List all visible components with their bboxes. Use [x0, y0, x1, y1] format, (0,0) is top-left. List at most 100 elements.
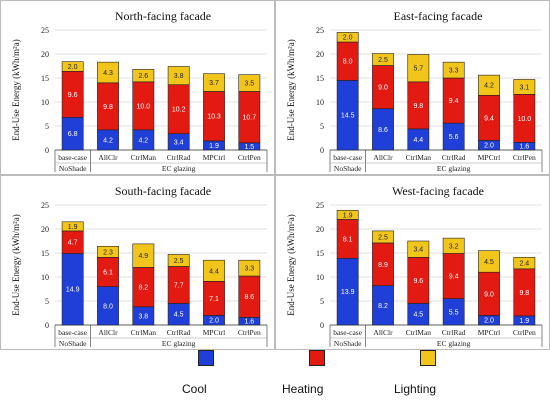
y-tick-label: 15	[41, 74, 49, 83]
data-label-heating: 7.1	[209, 296, 219, 303]
x-tick-label: MPCtrl	[478, 153, 501, 162]
legend-swatch-lighting	[420, 350, 436, 366]
x-tick-label: AllClr	[98, 153, 118, 162]
x-tick-label: CtrlMan	[131, 153, 157, 162]
data-label-cool: 2.0	[484, 318, 494, 325]
data-label-cool: 8.6	[378, 127, 388, 134]
x-tick-label: MPCtrl	[203, 328, 226, 337]
y-tick-label: 5	[320, 122, 324, 131]
bar-lighting-base-case	[336, 32, 359, 43]
y-tick-label: 15	[316, 249, 324, 258]
data-label-lighting: 3.7	[209, 80, 219, 87]
data-label-heating: 10.2	[172, 107, 186, 114]
data-label-cool: 8.0	[103, 303, 113, 310]
y-axis-label: End-Use Energy (kWh/m²a)	[286, 39, 296, 141]
data-label-lighting: 4.9	[138, 253, 148, 260]
y-tick-label: 25	[41, 26, 49, 35]
data-label-heating: 8.2	[138, 285, 148, 292]
data-label-lighting: 1.9	[68, 224, 78, 231]
y-tick-label: 25	[316, 26, 324, 35]
group-label-ec-glazing: EC glazing	[162, 339, 196, 348]
y-tick-label: 10	[316, 273, 324, 282]
data-label-lighting: 4.5	[484, 259, 494, 266]
data-label-lighting: 4.2	[484, 83, 494, 90]
y-tick-label: 10	[41, 273, 49, 282]
data-label-heating: 8.0	[343, 59, 353, 66]
bar-lighting-mpctrl	[203, 73, 225, 92]
data-label-cool: 4.2	[138, 137, 148, 144]
legend: Cool Heating Lighting	[0, 350, 550, 401]
data-label-heating: 8.9	[378, 262, 388, 269]
x-tick-label: MPCtrl	[478, 328, 501, 337]
group-label-ec-glazing: EC glazing	[437, 164, 471, 173]
data-label-heating: 9.4	[449, 274, 459, 281]
y-tick-label: 0	[320, 321, 324, 330]
chart-west-facing: 0 5 10 15 20 25 West-facing facade End-Use Ener…	[275, 175, 550, 350]
legend-label-lighting: Lighting	[394, 382, 437, 396]
data-label-heating: 9.4	[484, 115, 494, 122]
y-tick-label: 20	[316, 50, 324, 59]
data-label-heating: 10.3	[207, 114, 221, 121]
data-label-heating: 10.0	[518, 116, 532, 123]
x-tick-label: CtrlMan	[406, 153, 432, 162]
legend-label-heating: Heating	[282, 382, 324, 396]
y-tick-label: 25	[316, 201, 324, 210]
y-tick-label: 25	[41, 201, 49, 210]
x-tick-label: CtrlRad	[167, 328, 191, 337]
legend-swatch-heating	[309, 350, 325, 366]
data-label-cool: 2.0	[484, 143, 494, 150]
chart-title: North-facing facade	[115, 9, 211, 23]
legend-swatch-cool	[198, 350, 214, 366]
chart-south-facing: 0 5 10 15 20 25 South-facing facade End-Use Ene…	[0, 175, 275, 350]
x-tick-label: AllClr	[98, 328, 118, 337]
chart-north-facing: 0 5 10 15 20 25 North-facing facade End-Use Ene…	[0, 0, 275, 175]
bar-lighting-ctrlman	[407, 240, 430, 258]
bar-lighting-ctrlman	[132, 69, 155, 83]
bar-lighting-mpctrl	[478, 250, 500, 273]
bar-lighting-base-case	[61, 61, 84, 72]
data-label-heating: 9.8	[103, 104, 113, 111]
x-tick-label: CtrlPen	[238, 328, 261, 337]
group-label-noshade: NoShade	[59, 339, 87, 348]
bar-lighting-ctrlman	[407, 54, 430, 83]
legend-label-cool: Cool	[182, 382, 207, 396]
data-label-lighting: 3.3	[244, 266, 254, 273]
bar-lighting-ctrlpen	[513, 79, 536, 95]
x-tick-label: MPCtrl	[203, 153, 226, 162]
chart-title: West-facing facade	[392, 184, 484, 198]
data-label-lighting: 2.5	[378, 234, 388, 241]
data-label-lighting: 2.6	[138, 73, 148, 80]
data-label-lighting: 2.5	[378, 57, 388, 64]
bar-lighting-ctrlpen	[238, 259, 261, 277]
data-label-lighting: 2.0	[68, 64, 78, 71]
data-label-cool: 4.5	[174, 312, 184, 319]
group-label-ec-glazing: EC glazing	[162, 164, 196, 173]
x-tick-label: CtrlRad	[167, 153, 191, 162]
data-label-cool: 4.2	[103, 137, 113, 144]
bar-lighting-base-case	[61, 221, 84, 232]
y-tick-label: 10	[41, 98, 49, 107]
data-label-lighting: 5.7	[413, 66, 423, 73]
chart-east-facing: 0 5 10 15 20 25 East-facing facade End-Use Ener…	[275, 0, 550, 175]
data-label-cool: 3.4	[174, 139, 184, 146]
bar-lighting-ctrlman	[132, 243, 155, 268]
y-tick-label: 0	[45, 321, 49, 330]
data-label-cool: 5.5	[449, 309, 459, 316]
data-label-lighting: 3.2	[449, 243, 459, 250]
bar-lighting-allclr	[372, 230, 394, 244]
data-label-heating: 9.0	[484, 291, 494, 298]
y-tick-label: 0	[45, 146, 49, 155]
data-label-cool: 1.5	[244, 144, 254, 151]
data-label-lighting: 1.9	[343, 212, 353, 219]
x-tick-label: CtrlMan	[131, 328, 157, 337]
bar-lighting-ctrlrad	[167, 66, 190, 86]
x-tick-label: base-case	[333, 328, 362, 337]
data-label-cool: 5.6	[449, 134, 459, 141]
y-tick-label: 0	[320, 146, 324, 155]
data-label-heating: 4.7	[68, 240, 78, 247]
group-label-noshade: NoShade	[334, 164, 362, 173]
y-tick-label: 20	[41, 225, 49, 234]
data-label-lighting: 2.5	[174, 258, 184, 265]
y-axis-label: End-Use Energy (kWh/m²a)	[11, 39, 21, 141]
data-label-lighting: 3.3	[449, 68, 459, 75]
